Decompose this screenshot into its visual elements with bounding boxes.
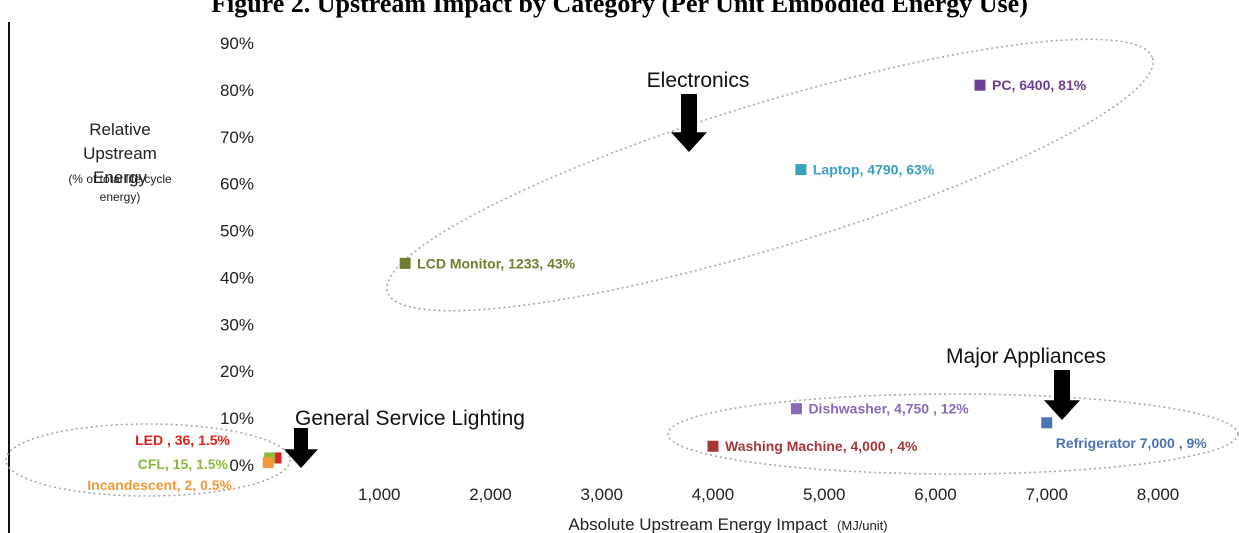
data-point-label: Dishwasher, 4,750 , 12% [808,401,969,417]
y-tick-label: 80% [220,81,254,100]
x-tick-label: 4,000 [692,485,735,504]
y-tick-label: 90% [220,34,254,53]
x-tick-label: 8,000 [1137,485,1180,504]
data-point [708,441,719,452]
data-point-label: LED , 36, 1.5% [135,432,230,448]
y-tick-label: 40% [220,268,254,287]
x-tick-label: 2,000 [469,485,512,504]
electronics-ellipse [366,0,1173,361]
y-tick-label: 10% [220,409,254,428]
electronics-annotation: Electronics [647,69,750,92]
lighting-annotation: General Service Lighting [295,407,525,430]
data-point [1041,417,1052,428]
data-point-label: CFL, 15, 1.5% [138,456,229,472]
data-point [791,403,802,414]
data-point [795,164,806,175]
data-point-label: LCD Monitor, 1233, 43% [417,255,575,271]
y-tick-label: 70% [220,128,254,147]
data-point [975,80,986,91]
y-tick-label: 0% [229,456,254,475]
y-tick-label: 50% [220,222,254,241]
y-tick-label: 30% [220,315,254,334]
data-point-label: PC, 6400, 81% [992,77,1087,93]
x-tick-label: 6,000 [914,485,957,504]
appliances-annotation: Major Appliances [946,345,1106,368]
x-tick-label: 1,000 [358,485,401,504]
data-point-label: Washing Machine, 4,000 , 4% [725,438,918,454]
data-point-label: Incandescent, 2, 0.5% [87,477,232,493]
data-point-label: Refrigerator 7,000 , 9% [1056,435,1208,451]
data-point [400,258,411,269]
appliances-arrow-icon [1044,370,1080,420]
y-axis-ticks: 0% 10% 20% 30% 40% 50% 60% 70% 80% 90% [220,34,254,475]
x-axis-label-unit: (MJ/unit) [837,518,888,533]
x-axis-label-main: Absolute Upstream Energy Impact [568,515,827,533]
y-tick-label: 60% [220,175,254,194]
group-annotations: Electronics Major Appliances General Servi… [295,69,1106,430]
x-axis-label: Absolute Upstream Energy Impact (MJ/unit… [568,515,887,533]
data-point-labels: PC, 6400, 81% Laptop, 4790, 63% LCD Monito… [87,77,1207,493]
electronics-arrow-icon [671,94,707,152]
x-tick-label: 7,000 [1025,485,1068,504]
x-tick-label: 3,000 [580,485,623,504]
group-ellipses [6,0,1238,496]
x-axis-ticks: 1,000 2,000 3,000 4,000 5,000 6,000 7,000 8,000 [358,485,1179,504]
data-point-label: Laptop, 4790, 63% [813,162,935,178]
data-point [263,457,274,468]
x-tick-label: 5,000 [803,485,846,504]
lighting-arrow-icon [284,428,318,468]
y-tick-label: 20% [220,362,254,381]
